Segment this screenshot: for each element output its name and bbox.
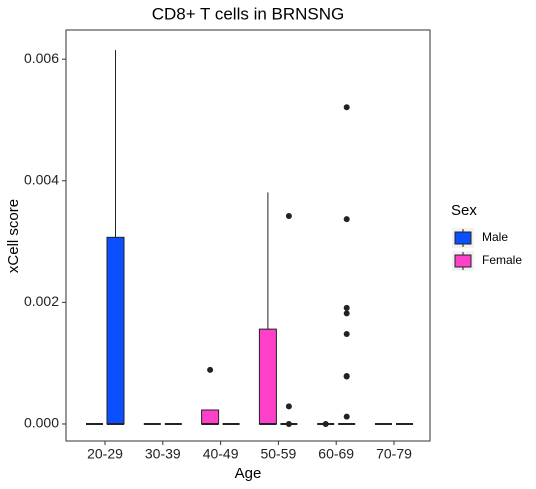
y-tick-label: 0.000	[24, 415, 59, 431]
outlier	[322, 420, 329, 427]
outlier	[343, 373, 350, 380]
x-tick-label: 30-39	[145, 446, 181, 462]
x-tick-label: 20-29	[87, 446, 123, 462]
outlier	[343, 304, 350, 311]
outlier	[285, 420, 292, 427]
y-tick-label: 0.006	[24, 50, 59, 66]
outlier	[343, 310, 350, 317]
y-tick-label: 0.002	[24, 293, 59, 309]
legend-label: Male	[482, 230, 508, 244]
outlier	[285, 403, 292, 410]
outlier	[343, 216, 350, 223]
outlier	[285, 213, 292, 220]
legend-label: Female	[482, 253, 522, 267]
y-axis-label: xCell score	[5, 199, 22, 273]
legend-title: Sex	[451, 202, 477, 219]
plot-panel	[65, 29, 431, 442]
x-axis-label: Age	[235, 465, 262, 482]
chart-title: CD8+ T cells in BRNSNG	[152, 4, 345, 23]
box	[201, 409, 220, 425]
outlier	[343, 330, 350, 337]
x-tick-label: 40-49	[203, 446, 239, 462]
box	[106, 236, 125, 425]
x-tick-label: 70-79	[376, 446, 412, 462]
box	[258, 328, 277, 425]
legend-key	[454, 254, 472, 268]
outlier	[207, 366, 214, 373]
legend-key	[454, 231, 472, 245]
outlier	[343, 413, 350, 420]
x-tick-label: 50-59	[260, 446, 296, 462]
x-tick-label: 60-69	[318, 446, 354, 462]
y-tick-label: 0.004	[24, 171, 59, 187]
outlier	[343, 104, 350, 111]
